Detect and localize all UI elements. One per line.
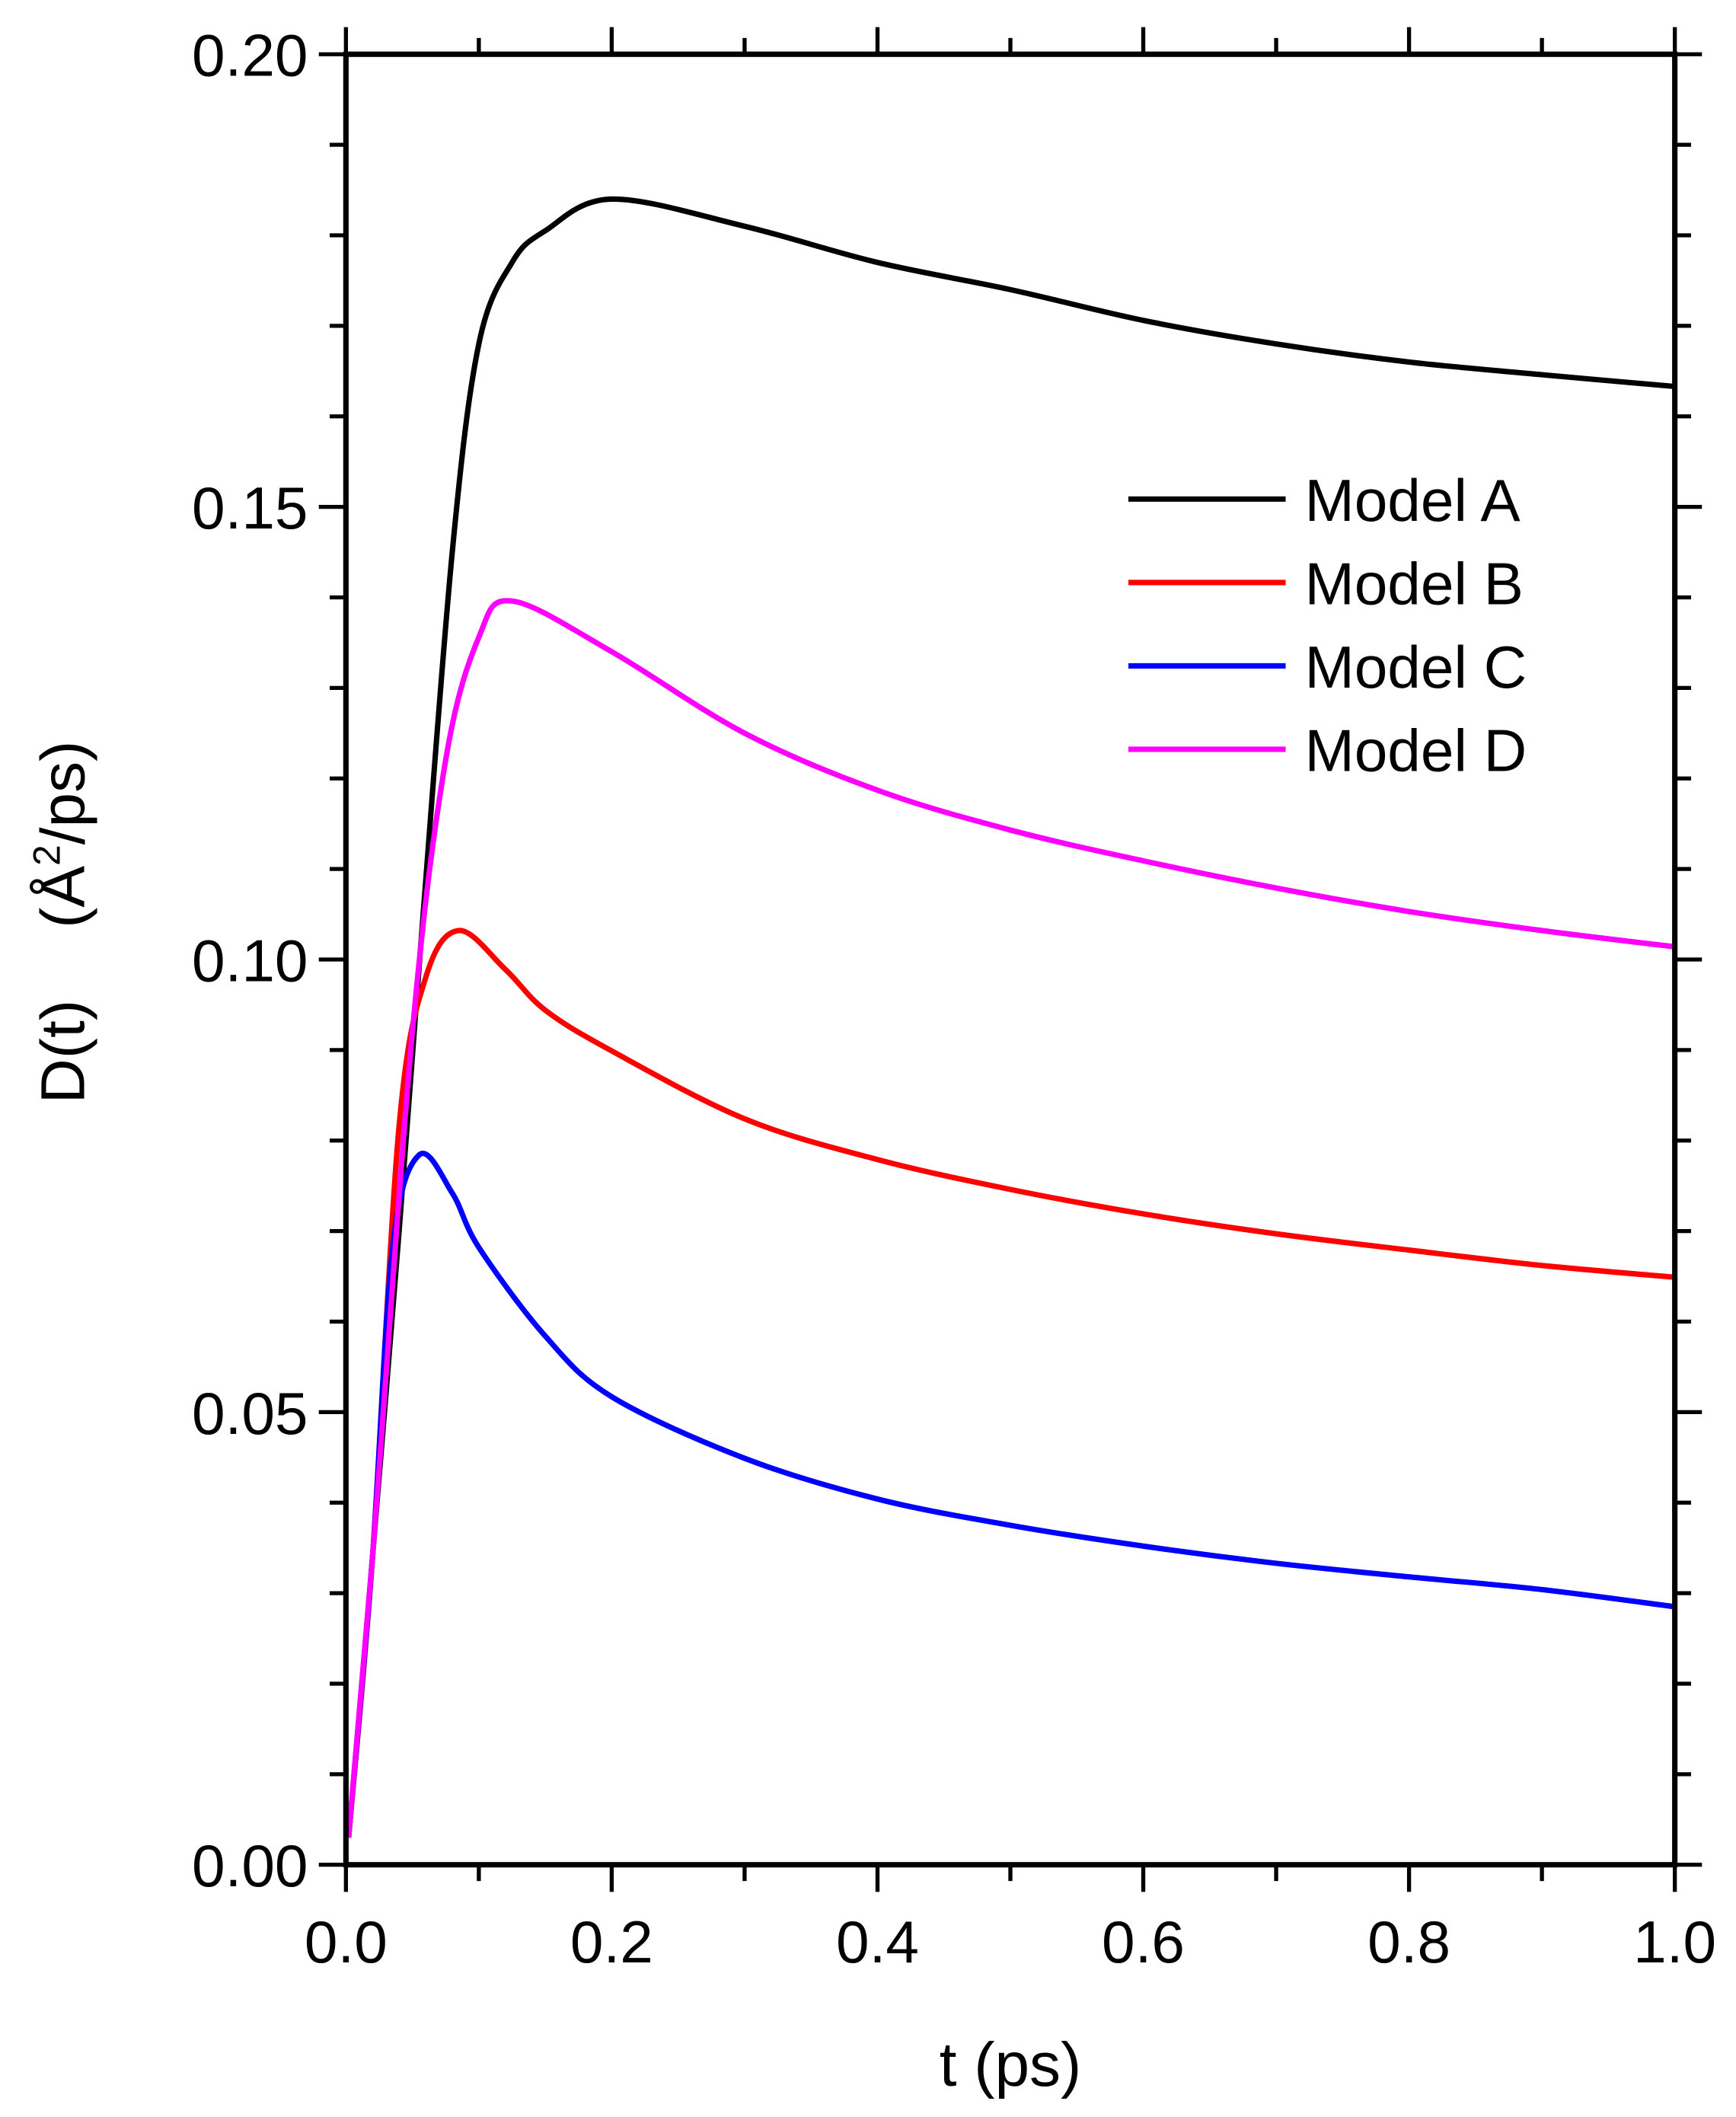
series-model-c — [346, 1151, 1676, 1838]
x-axis-label: t (ps) — [940, 2030, 1082, 2099]
axis-ticks — [318, 27, 1702, 1892]
y-label-unit-pre: (Å — [29, 866, 98, 928]
legend-label: Model A — [1304, 467, 1521, 534]
svg-text:D(t) (Å2/ps): D(t) (Å2/ps) — [26, 741, 98, 1104]
y-tick-label: 0.05 — [192, 1380, 308, 1447]
x-tick-label: 0.0 — [305, 1908, 388, 1975]
series-model-b — [346, 928, 1675, 1838]
x-tick-label: 0.4 — [836, 1908, 919, 1975]
x-tick-label: 0.2 — [570, 1908, 653, 1975]
y-label-unit-post: /ps) — [29, 741, 98, 845]
y-tick-label: 0.15 — [192, 474, 308, 541]
legend: Model A Model B Model C Model D — [1128, 467, 1527, 784]
series-model-a — [346, 196, 1675, 1838]
y-tick-label: 0.20 — [192, 22, 308, 89]
x-tick-label: 0.8 — [1367, 1908, 1450, 1975]
y-label-main: D(t) — [29, 1000, 98, 1103]
y-label-unit-sup: 2 — [26, 845, 69, 866]
tick-labels: 0.00 0.05 0.10 0.15 0.20 0.0 0.2 0.4 0.6 0.8 1.0 — [192, 22, 1716, 1975]
x-tick-label: 1.0 — [1633, 1908, 1716, 1975]
plot-frame — [343, 51, 1678, 1868]
y-tick-label: 0.00 — [192, 1832, 308, 1899]
x-tick-label: 0.6 — [1102, 1908, 1185, 1975]
y-axis-label: D(t) (Å2/ps) — [26, 741, 98, 1104]
legend-label: Model C — [1304, 634, 1527, 701]
series-lines — [346, 196, 1676, 1838]
series-model-d — [346, 598, 1676, 1838]
legend-label: Model B — [1304, 550, 1523, 617]
legend-label: Model D — [1304, 717, 1527, 784]
y-tick-label: 0.10 — [192, 927, 308, 994]
